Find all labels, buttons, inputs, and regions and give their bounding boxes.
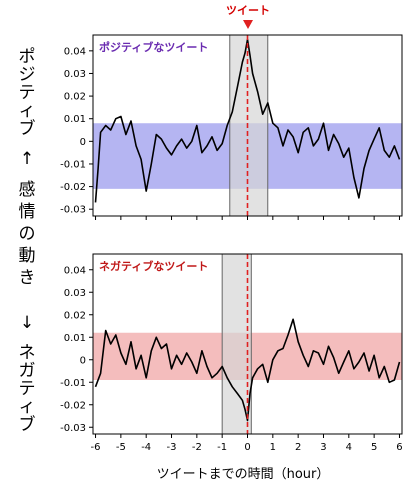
y-tick-label: -0.01 bbox=[60, 378, 86, 389]
x-tick-label: 5 bbox=[371, 442, 377, 453]
side-label-up-arrow: ↑ bbox=[20, 149, 34, 169]
side-label-char: ジ bbox=[19, 65, 36, 85]
negative-x-axis: -6 -5 -4 -3 -2 -1 0 1 2 3 4 5 6 bbox=[91, 434, 403, 453]
positive-panel: 0.04 0.03 0.02 0.01 0 -0.01 -0.02 -0.03 ポジティブなツ… bbox=[60, 34, 403, 220]
side-label-char: の bbox=[19, 224, 36, 244]
positive-panel-frame bbox=[92, 34, 403, 217]
y-tick-label: 0.04 bbox=[64, 265, 86, 276]
side-label-char: テ bbox=[19, 379, 36, 399]
x-axis-title: ツイートまでの時間（hour） bbox=[157, 467, 330, 482]
tweet-marker-triangle bbox=[243, 20, 253, 29]
x-tick-label: -4 bbox=[141, 442, 151, 453]
negative-series-line bbox=[94, 318, 401, 422]
y-tick-label: -0.01 bbox=[60, 159, 86, 170]
y-tick-label: -0.02 bbox=[60, 182, 86, 193]
y-tick-label: 0.01 bbox=[64, 114, 86, 125]
negative-panel-frame bbox=[92, 253, 403, 435]
side-label-char: ィ bbox=[19, 397, 36, 417]
positive-x-axis bbox=[95, 216, 400, 220]
side-label-char: 情 bbox=[19, 202, 36, 222]
x-tick-label: 6 bbox=[396, 442, 402, 453]
y-tick-label: -0.02 bbox=[60, 400, 86, 411]
y-tick-label: 0 bbox=[80, 355, 86, 366]
positive-series-line bbox=[94, 38, 401, 203]
side-label-char: ガ bbox=[19, 361, 36, 381]
positive-y-axis: 0.04 0.03 0.02 0.01 0 -0.01 -0.02 -0.03 bbox=[60, 46, 93, 216]
side-label-char: ブ bbox=[19, 414, 36, 435]
positive-highlight-window bbox=[229, 34, 269, 217]
x-tick-label: -1 bbox=[217, 442, 227, 453]
side-label-char: 動 bbox=[19, 246, 36, 266]
y-tick-label: -0.03 bbox=[60, 423, 86, 434]
positive-panel-label: ポジティブなツイート bbox=[99, 40, 208, 54]
side-label-char: 感 bbox=[19, 180, 36, 200]
side-label-char: き bbox=[19, 268, 36, 288]
x-tick-label: -2 bbox=[192, 442, 202, 453]
side-label-char: ポ bbox=[19, 47, 36, 67]
y-tick-label: 0.03 bbox=[64, 69, 86, 80]
x-tick-label: 1 bbox=[270, 442, 276, 453]
y-tick-label: 0.04 bbox=[64, 46, 86, 57]
x-tick-label: 2 bbox=[295, 442, 301, 453]
negative-panel-label: ネガティブなツイート bbox=[99, 259, 208, 273]
x-tick-label: -3 bbox=[167, 442, 177, 453]
tweet-marker-label: ツイート bbox=[226, 4, 270, 17]
side-label-char: ブ bbox=[19, 118, 36, 139]
negative-panel: 0.040.030.020.010-0.01-0.02-0.03 -6 -5 -4-… bbox=[60, 253, 403, 453]
y-tick-label: 0.02 bbox=[64, 310, 86, 321]
side-label-char: テ bbox=[19, 83, 36, 103]
side-label-char: ネ bbox=[19, 343, 36, 363]
side-label-char: ィ bbox=[19, 101, 36, 121]
y-tick-label: 0.02 bbox=[64, 92, 86, 103]
x-tick-label: -6 bbox=[91, 442, 101, 453]
side-label-negative: ネガティブ bbox=[19, 343, 36, 435]
y-tick-label: 0.03 bbox=[64, 288, 86, 299]
x-tick-label: -5 bbox=[116, 442, 126, 453]
y-tick-label: 0 bbox=[80, 137, 86, 148]
negative-y-axis: 0.04 0.03 0.02 0.01 0 -0.01 -0.02 -0.03 bbox=[60, 265, 93, 434]
y-tick-label: 0.01 bbox=[64, 333, 86, 344]
x-tick-label: 4 bbox=[346, 442, 352, 453]
x-tick-label: 0 bbox=[244, 442, 250, 453]
side-label-down-arrow: ↓ bbox=[20, 313, 34, 333]
x-tick-label: 3 bbox=[320, 442, 326, 453]
side-label-positive: ポジティブ bbox=[19, 47, 36, 139]
y-tick-label: -0.03 bbox=[60, 205, 86, 216]
